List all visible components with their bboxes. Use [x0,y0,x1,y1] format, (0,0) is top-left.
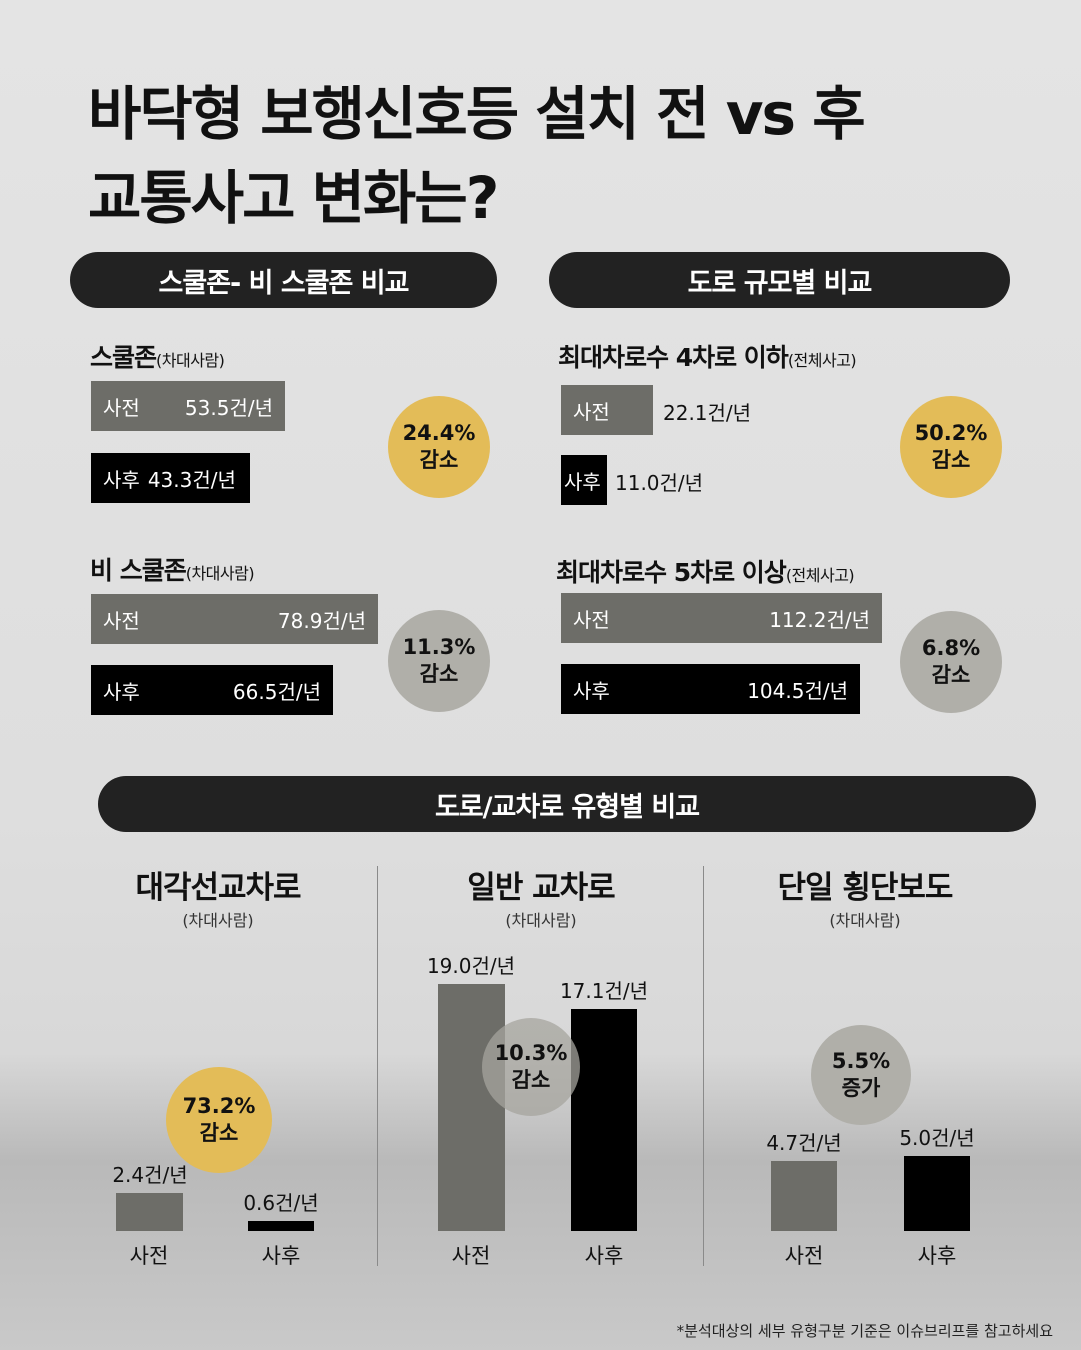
column-diagonal-before [116,1192,183,1231]
column-label: 사후 [917,1244,957,1268]
panel-divider [377,866,378,1266]
panel-title-general: 일반 교차로 [467,870,615,906]
bar-value: 43.3건/년 [147,467,236,492]
column-label: 사전 [451,1244,491,1268]
column-label: 사후 [584,1244,624,1268]
bar-school-after: 사후 43.3건/년 [91,453,250,503]
group-title-school-zone: 스쿨존(차대사람) [90,343,225,372]
bar-road-small-before-value: 22.1건/년 [663,401,752,425]
group-title-road-small: 최대차로수 4차로 이하(전체사고) [558,343,857,372]
panel-note-crosswalk: (차대사람) [829,911,901,930]
change-badge-general: 10.3% 감소 [482,1018,580,1116]
bar-value: 104.5건/년 [747,678,848,703]
column-value: 17.1건/년 [559,978,649,1003]
column-value: 4.7건/년 [766,1130,842,1155]
bar-road-small-after: 사후 [561,455,607,505]
column-value: 0.6건/년 [243,1191,319,1216]
panel-note-diagonal: (차대사람) [182,911,254,930]
column-label: 사후 [261,1244,301,1268]
panel-divider [703,866,704,1266]
change-badge-school: 24.4% 감소 [388,396,490,498]
bar-road-small-after-value: 11.0건/년 [615,471,704,495]
column-general-before [438,984,505,1231]
section-header-type: 도로/교차로 유형별 비교 [98,776,1036,832]
column-general-after [571,1008,637,1231]
bar-road-large-after: 사후 104.5건/년 [561,664,860,714]
bar-school-before: 사전 53.5건/년 [91,381,285,431]
change-badge-diagonal: 73.2% 감소 [166,1067,272,1173]
column-diagonal-after [248,1221,314,1231]
change-badge-road-large: 6.8% 감소 [900,611,1002,713]
bar-non-school-after: 사후 66.5건/년 [91,665,333,715]
column-value: 5.0건/년 [899,1126,975,1150]
group-title-non-school-zone: 비 스쿨존(차대사람) [90,556,255,585]
panel-title-diagonal: 대각선교차로 [135,870,301,906]
column-value: 19.0건/년 [426,954,516,978]
section-header-school: 스쿨존- 비 스쿨존 비교 [70,252,497,308]
column-value: 2.4건/년 [112,1162,188,1187]
bar-value: 112.2건/년 [769,607,870,632]
column-label: 사전 [784,1244,824,1268]
page-title: 바닥형 보행신호등 설치 전 vs 후 교통사고 변화는? [88,72,866,240]
bar-value: 53.5건/년 [184,395,273,420]
bar-value: 66.5건/년 [232,679,321,704]
column-crosswalk-after [904,1156,970,1231]
change-badge-crosswalk: 5.5% 증가 [811,1025,911,1125]
title-line-1: 바닥형 보행신호등 설치 전 vs 후 [88,80,866,148]
bar-road-large-before: 사전 112.2건/년 [561,593,882,643]
bar-value: 78.9건/년 [277,608,366,633]
change-badge-road-small: 50.2% 감소 [900,396,1002,498]
title-line-2: 교통사고 변화는? [88,164,499,232]
bar-non-school-before: 사전 78.9건/년 [91,594,378,644]
panel-title-crosswalk: 단일 횡단보도 [777,870,954,906]
footnote: *분석대상의 세부 유형구분 기준은 이슈브리프를 참고하세요 [676,1322,1053,1340]
group-title-road-large: 최대차로수 5차로 이상(전체사고) [556,558,855,587]
column-crosswalk-before [771,1160,837,1231]
change-badge-non-school: 11.3% 감소 [388,610,490,712]
bar-road-small-before: 사전 [561,385,653,435]
column-label: 사전 [129,1244,169,1268]
section-header-road: 도로 규모별 비교 [549,252,1010,308]
panel-note-general: (차대사람) [505,911,577,930]
